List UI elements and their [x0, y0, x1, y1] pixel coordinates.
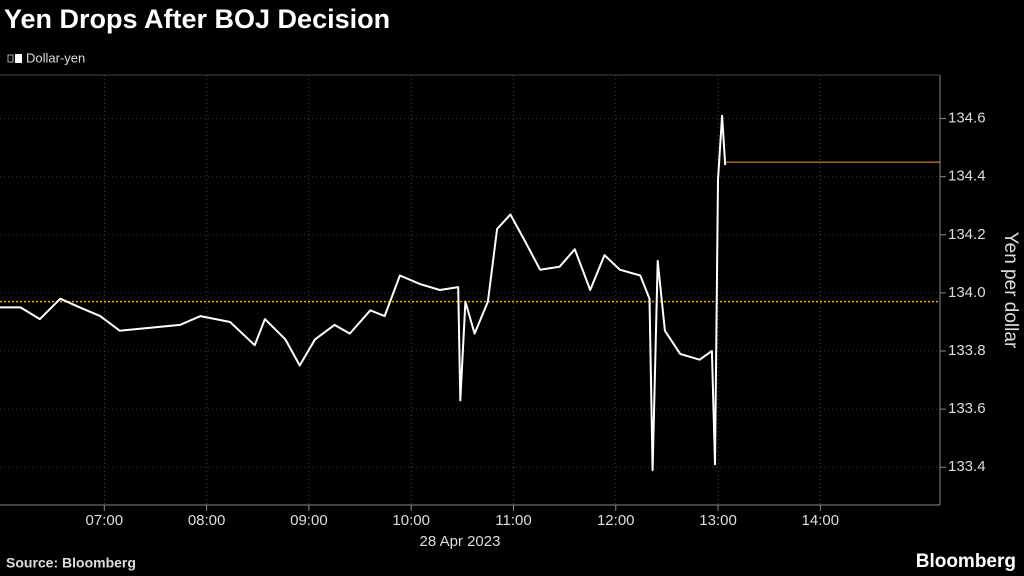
x-tick-label: 09:00	[290, 512, 328, 529]
y-tick-label: 134.0	[948, 284, 986, 301]
brand: Bloomberg	[916, 551, 1016, 572]
x-tick-label: 12:00	[597, 512, 635, 529]
y-axis-label: Yen per dollar	[1000, 232, 1021, 349]
chart-title: Yen Drops After BOJ Decision	[4, 4, 390, 34]
price-line	[0, 114, 727, 472]
x-tick-label: 13:00	[699, 512, 737, 529]
x-tick-label: 10:00	[392, 512, 430, 529]
x-axis-label: 28 Apr 2023	[420, 533, 501, 550]
y-tick-label: 134.2	[948, 226, 986, 243]
legend-label: Dollar-yen	[26, 50, 85, 65]
legend-swatch	[15, 54, 22, 63]
x-tick-label: 11:00	[495, 512, 531, 529]
y-tick-label: 133.6	[948, 400, 986, 417]
y-tick-label: 134.4	[948, 168, 986, 185]
y-tick-label: 133.8	[948, 342, 986, 359]
x-tick-label: 08:00	[188, 512, 226, 529]
y-tick-label: 134.6	[948, 110, 986, 127]
source: Source: Bloomberg	[6, 555, 136, 571]
y-tick-label: 133.4	[948, 458, 986, 475]
x-tick-label: 14:00	[802, 512, 840, 529]
legend-icon-box	[7, 54, 14, 63]
x-tick-label: 07:00	[86, 512, 124, 529]
